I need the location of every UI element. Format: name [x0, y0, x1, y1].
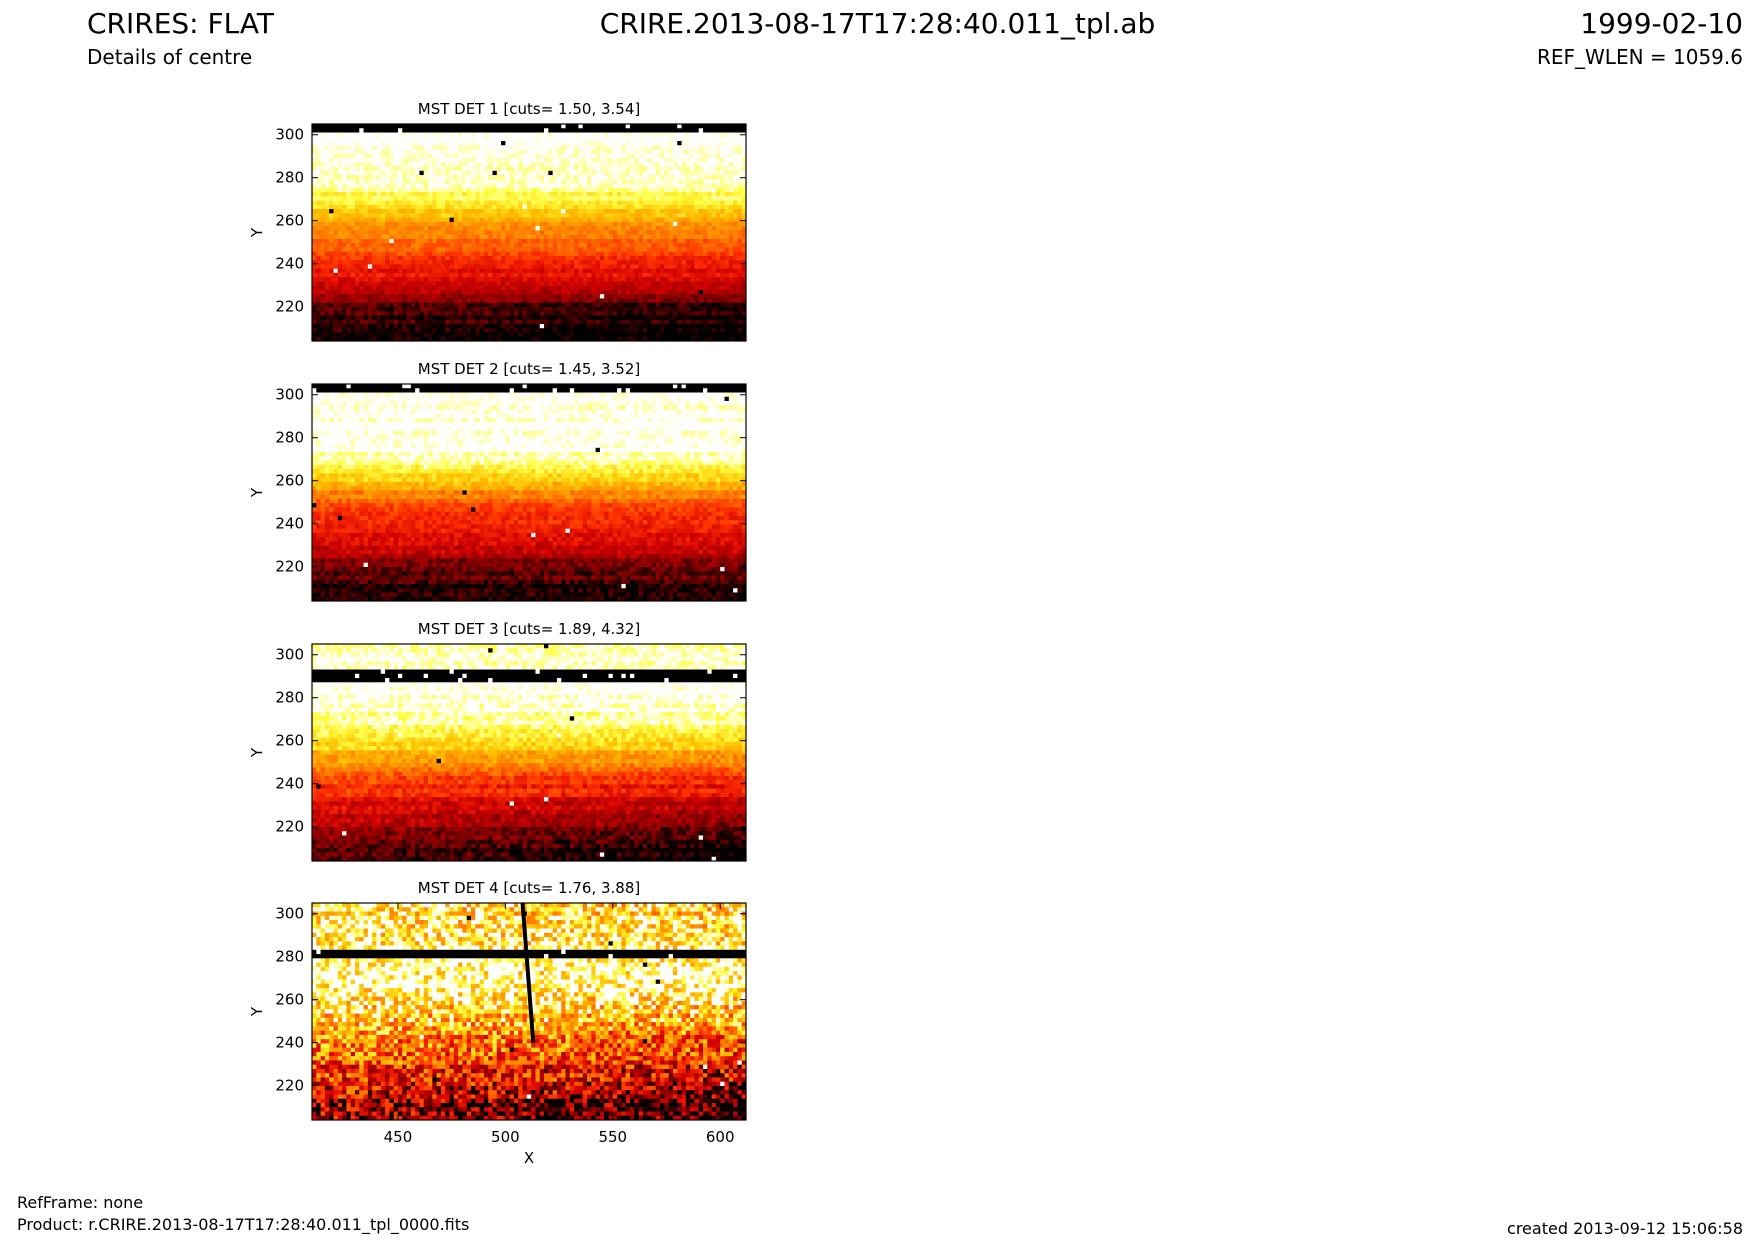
y-tick-label: 240	[275, 515, 304, 533]
y-tick-label: 280	[275, 689, 304, 707]
panel-frame	[311, 643, 747, 862]
detector-panel-1: MST DET 1 [cuts= 1.50, 3.54] 300 280 260 240…	[248, 100, 747, 342]
y-tick-label: 260	[275, 212, 304, 230]
detector-panel-3: MST DET 3 [cuts= 1.89, 4.32] 300 280 260 240…	[248, 620, 747, 862]
y-tick-label: 280	[275, 429, 304, 447]
y-tick-label: 300	[275, 126, 304, 144]
x-tick-label: 500	[491, 1128, 520, 1146]
y-tick-label: 220	[275, 818, 304, 836]
y-tick-label: 220	[275, 298, 304, 316]
y-tick-label: 280	[275, 948, 304, 966]
heatmap-image	[312, 384, 746, 601]
x-tick-label: 550	[598, 1128, 627, 1146]
y-tick-label: 220	[275, 558, 304, 576]
heatmap-image	[312, 644, 746, 861]
y-tick-label: 280	[275, 169, 304, 187]
y-tick-label: 300	[275, 646, 304, 664]
panel-frame	[311, 383, 747, 602]
defect-column	[520, 903, 536, 1043]
panel-title: MST DET 3 [cuts= 1.89, 4.32]	[418, 620, 641, 638]
panel-title: MST DET 1 [cuts= 1.50, 3.54]	[418, 100, 641, 118]
ref-wlen-label: REF_WLEN = 1059.6	[1537, 45, 1743, 69]
y-tick-label: 240	[275, 775, 304, 793]
y-tick-label: 300	[275, 905, 304, 923]
heatmap-image	[312, 124, 746, 341]
y-axis-label: Y	[248, 747, 266, 758]
x-tick-label: 600	[706, 1128, 735, 1146]
y-axis-label: Y	[248, 1006, 266, 1017]
file-title: CRIRE.2013-08-17T17:28:40.011_tpl.ab	[0, 7, 1755, 40]
date-label: 1999-02-10	[1580, 7, 1743, 40]
detector-panel-2: MST DET 2 [cuts= 1.45, 3.52] 300 280 260 240…	[248, 360, 747, 602]
y-tick-label: 260	[275, 732, 304, 750]
subtitle: Details of centre	[87, 45, 252, 69]
y-tick-label: 300	[275, 386, 304, 404]
created-label: created 2013-09-12 15:06:58	[1507, 1219, 1743, 1238]
y-tick-label: 220	[275, 1077, 304, 1095]
y-tick-label: 260	[275, 472, 304, 490]
panel-title: MST DET 4 [cuts= 1.76, 3.88]	[418, 879, 641, 897]
detector-panel-4: MST DET 4 [cuts= 1.76, 3.88] 300 280 260 240…	[248, 879, 747, 1167]
instrument-title: CRIRES: FLAT	[87, 7, 274, 40]
panel-title: MST DET 2 [cuts= 1.45, 3.52]	[418, 360, 641, 378]
heatmap-image	[312, 903, 746, 1120]
y-axis-label: Y	[248, 227, 266, 238]
y-tick-label: 240	[275, 255, 304, 273]
y-tick-label: 240	[275, 1034, 304, 1052]
x-tick-label: 450	[384, 1128, 413, 1146]
y-axis-label: Y	[248, 487, 266, 498]
x-axis-label: X	[524, 1149, 534, 1167]
y-tick-label: 260	[275, 991, 304, 1009]
panel-frame	[311, 123, 747, 342]
panel-frame	[311, 902, 747, 1121]
product-label: Product: r.CRIRE.2013-08-17T17:28:40.011…	[17, 1215, 469, 1234]
refframe-label: RefFrame: none	[17, 1193, 143, 1212]
